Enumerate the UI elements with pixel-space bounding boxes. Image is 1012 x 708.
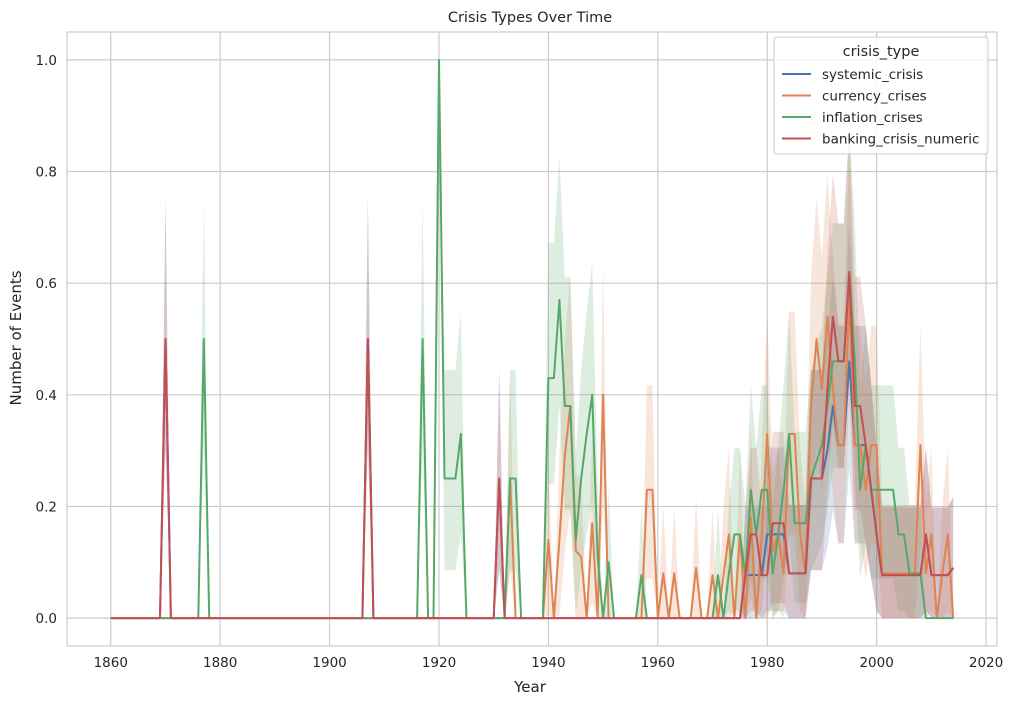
tick-labels: 1860 1880 1900 1920 1940 1960 1980 2000 2020 0.0 0… [36,53,1004,671]
x-axis-title: Year [513,678,547,696]
legend-label: currency_crises [822,89,927,105]
y-tick-label: 0.8 [36,165,57,181]
legend: crisis_type systemic_crisis currency_cris… [773,36,989,155]
series-lines [110,58,955,620]
confidence-band-inflation-crises [110,59,954,619]
legend-label: inflation_crises [822,110,923,126]
x-tick-label: 1900 [312,655,346,671]
y-axis-title: Number of Events [7,270,25,405]
series-line-banking-crisis-numeric [110,271,954,620]
y-tick-label: 0.0 [36,611,57,627]
x-tick-label: 1880 [203,655,237,671]
x-tick-label: 1940 [531,655,565,671]
x-tick-label: 2020 [969,655,1003,671]
x-tick-label: 1860 [94,655,128,671]
legend-box [773,36,989,155]
y-tick-label: 0.6 [36,276,57,292]
x-tick-label: 2000 [859,655,893,671]
x-tick-label: 1960 [641,655,675,671]
x-tick-label: 1920 [422,655,456,671]
confidence-bands [110,59,954,619]
series-line-currency-crises [110,293,955,620]
chart-title: Crisis Types Over Time [448,10,612,26]
legend-items: systemic_crisis currency_crises inflation_… [782,67,979,148]
x-tick-label: 1980 [750,655,784,671]
legend-label: banking_crisis_numeric [822,132,979,148]
plot-frame [66,31,998,647]
grid [67,32,997,646]
y-tick-label: 0.2 [36,499,57,515]
y-tick-label: 1.0 [36,53,57,69]
series-line-inflation-crises [110,58,954,620]
legend-title: crisis_type [843,44,920,60]
legend-label: systemic_crisis [822,67,923,83]
y-tick-label: 0.4 [36,388,57,404]
